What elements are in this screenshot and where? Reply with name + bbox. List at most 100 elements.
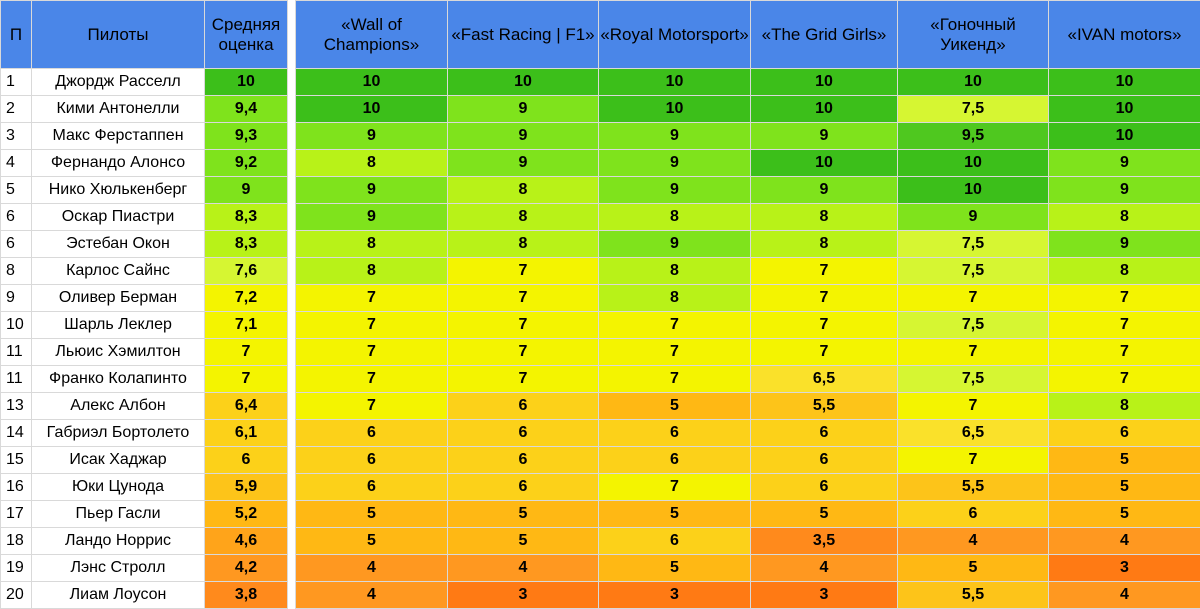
average-score[interactable]: 9,2 [205, 150, 288, 177]
team-score-3[interactable]: 9 [599, 177, 751, 204]
pilot-name[interactable]: Исак Хаджар [32, 447, 205, 474]
team-score-3[interactable]: 7 [599, 312, 751, 339]
team-score-6[interactable]: 5 [1049, 501, 1200, 528]
team-score-4[interactable]: 7 [751, 285, 898, 312]
team-score-6[interactable]: 8 [1049, 204, 1200, 231]
average-score[interactable]: 7,1 [205, 312, 288, 339]
team-score-2[interactable]: 5 [448, 501, 599, 528]
average-score[interactable]: 9 [205, 177, 288, 204]
team-score-6[interactable]: 4 [1049, 582, 1200, 609]
team-score-4[interactable]: 6,5 [751, 366, 898, 393]
team-score-1[interactable]: 6 [296, 420, 448, 447]
pilot-name[interactable]: Франко Колапинто [32, 366, 205, 393]
team-score-4[interactable]: 8 [751, 204, 898, 231]
team-score-4[interactable]: 3,5 [751, 528, 898, 555]
team-score-3[interactable]: 5 [599, 393, 751, 420]
team-score-2[interactable]: 10 [448, 69, 599, 96]
team-score-2[interactable]: 8 [448, 231, 599, 258]
team-score-3[interactable]: 6 [599, 420, 751, 447]
row-position[interactable]: 18 [1, 528, 32, 555]
row-position[interactable]: 11 [1, 366, 32, 393]
team-score-5[interactable]: 7 [898, 447, 1049, 474]
team-score-1[interactable]: 7 [296, 285, 448, 312]
team-score-1[interactable]: 10 [296, 96, 448, 123]
header-pos[interactable]: П [1, 1, 32, 69]
team-score-5[interactable]: 7,5 [898, 96, 1049, 123]
team-score-5[interactable]: 5 [898, 555, 1049, 582]
pilot-name[interactable]: Фернандо Алонсо [32, 150, 205, 177]
row-position[interactable]: 13 [1, 393, 32, 420]
team-score-6[interactable]: 8 [1049, 258, 1200, 285]
team-score-6[interactable]: 10 [1049, 96, 1200, 123]
team-score-6[interactable]: 3 [1049, 555, 1200, 582]
header-team-4[interactable]: «The Grid Girls» [751, 1, 898, 69]
team-score-2[interactable]: 7 [448, 258, 599, 285]
team-score-2[interactable]: 4 [448, 555, 599, 582]
team-score-6[interactable]: 5 [1049, 447, 1200, 474]
team-score-4[interactable]: 5 [751, 501, 898, 528]
team-score-3[interactable]: 5 [599, 501, 751, 528]
team-score-4[interactable]: 6 [751, 447, 898, 474]
team-score-3[interactable]: 6 [599, 447, 751, 474]
team-score-5[interactable]: 10 [898, 177, 1049, 204]
team-score-5[interactable]: 6,5 [898, 420, 1049, 447]
team-score-4[interactable]: 7 [751, 339, 898, 366]
pilot-name[interactable]: Макс Ферстаппен [32, 123, 205, 150]
team-score-2[interactable]: 7 [448, 312, 599, 339]
team-score-3[interactable]: 9 [599, 150, 751, 177]
team-score-5[interactable]: 7,5 [898, 258, 1049, 285]
team-score-3[interactable]: 10 [599, 69, 751, 96]
average-score[interactable]: 7,6 [205, 258, 288, 285]
team-score-2[interactable]: 6 [448, 393, 599, 420]
pilot-name[interactable]: Пьер Гасли [32, 501, 205, 528]
team-score-1[interactable]: 6 [296, 447, 448, 474]
team-score-3[interactable]: 7 [599, 339, 751, 366]
team-score-1[interactable]: 8 [296, 231, 448, 258]
team-score-3[interactable]: 8 [599, 204, 751, 231]
team-score-5[interactable]: 7,5 [898, 366, 1049, 393]
team-score-2[interactable]: 7 [448, 366, 599, 393]
team-score-3[interactable]: 3 [599, 582, 751, 609]
average-score[interactable]: 6,1 [205, 420, 288, 447]
row-position[interactable]: 17 [1, 501, 32, 528]
team-score-3[interactable]: 9 [599, 123, 751, 150]
team-score-3[interactable]: 9 [599, 231, 751, 258]
header-team-2[interactable]: «Fast Racing | F1» [448, 1, 599, 69]
pilot-name[interactable]: Лэнс Стролл [32, 555, 205, 582]
team-score-1[interactable]: 9 [296, 123, 448, 150]
team-score-4[interactable]: 8 [751, 231, 898, 258]
team-score-6[interactable]: 9 [1049, 231, 1200, 258]
team-score-5[interactable]: 9,5 [898, 123, 1049, 150]
average-score[interactable]: 7 [205, 339, 288, 366]
average-score[interactable]: 7,2 [205, 285, 288, 312]
team-score-1[interactable]: 5 [296, 528, 448, 555]
team-score-1[interactable]: 8 [296, 258, 448, 285]
team-score-4[interactable]: 6 [751, 474, 898, 501]
team-score-2[interactable]: 9 [448, 96, 599, 123]
team-score-2[interactable]: 6 [448, 447, 599, 474]
header-avg[interactable]: Средняя оценка [205, 1, 288, 69]
pilot-name[interactable]: Кими Антонелли [32, 96, 205, 123]
average-score[interactable]: 5,9 [205, 474, 288, 501]
team-score-5[interactable]: 4 [898, 528, 1049, 555]
row-position[interactable]: 4 [1, 150, 32, 177]
team-score-3[interactable]: 8 [599, 285, 751, 312]
team-score-4[interactable]: 5,5 [751, 393, 898, 420]
team-score-5[interactable]: 10 [898, 150, 1049, 177]
average-score[interactable]: 5,2 [205, 501, 288, 528]
team-score-3[interactable]: 10 [599, 96, 751, 123]
team-score-1[interactable]: 4 [296, 582, 448, 609]
team-score-6[interactable]: 8 [1049, 393, 1200, 420]
team-score-6[interactable]: 9 [1049, 177, 1200, 204]
team-score-1[interactable]: 8 [296, 150, 448, 177]
team-score-6[interactable]: 7 [1049, 285, 1200, 312]
team-score-3[interactable]: 5 [599, 555, 751, 582]
pilot-name[interactable]: Юки Цунода [32, 474, 205, 501]
team-score-1[interactable]: 9 [296, 177, 448, 204]
team-score-5[interactable]: 7,5 [898, 231, 1049, 258]
team-score-4[interactable]: 10 [751, 96, 898, 123]
row-position[interactable]: 20 [1, 582, 32, 609]
pilot-name[interactable]: Карлос Сайнс [32, 258, 205, 285]
team-score-4[interactable]: 9 [751, 123, 898, 150]
average-score[interactable]: 6,4 [205, 393, 288, 420]
